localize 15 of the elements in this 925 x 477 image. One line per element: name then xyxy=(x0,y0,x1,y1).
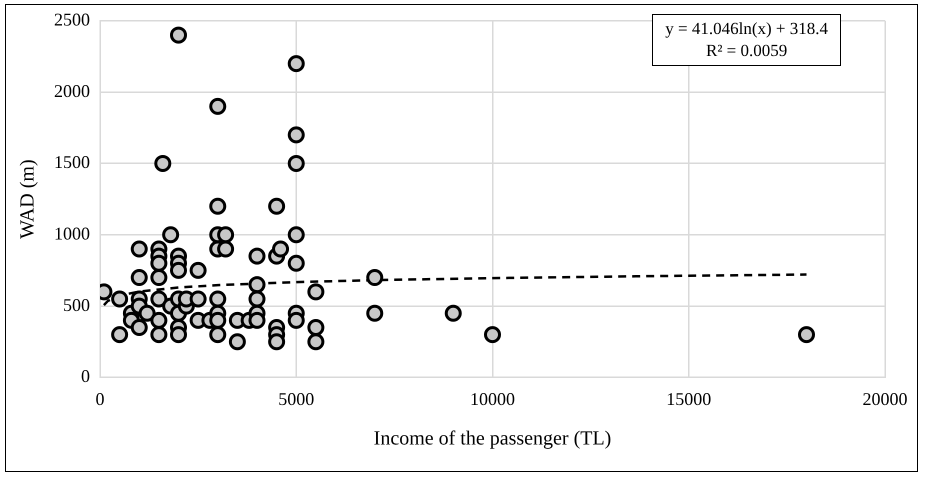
y-tick-label: 2000 xyxy=(54,80,90,101)
x-axis-title: Income of the passenger (TL) xyxy=(374,427,612,450)
y-axis-title: WAD (m) xyxy=(16,159,38,239)
x-tick-label: 0 xyxy=(96,388,104,409)
annotation: y = 41.046ln(x) + 318.4 xyxy=(665,18,828,40)
y-tick-label: 1500 xyxy=(54,152,90,172)
y-tick-label: 0 xyxy=(81,366,90,386)
annotation: R² = 0.0059 xyxy=(704,40,788,62)
y-tick-label: 1000 xyxy=(54,223,90,244)
x-tick-label: 5000 xyxy=(278,388,314,409)
y-tick-label: 500 xyxy=(63,294,90,315)
x-tick-label: 15000 xyxy=(666,388,712,409)
x-tick-label: 20000 xyxy=(862,388,908,409)
x-tick-label: 10000 xyxy=(470,388,515,409)
y-tick-label: 2500 xyxy=(54,10,90,30)
